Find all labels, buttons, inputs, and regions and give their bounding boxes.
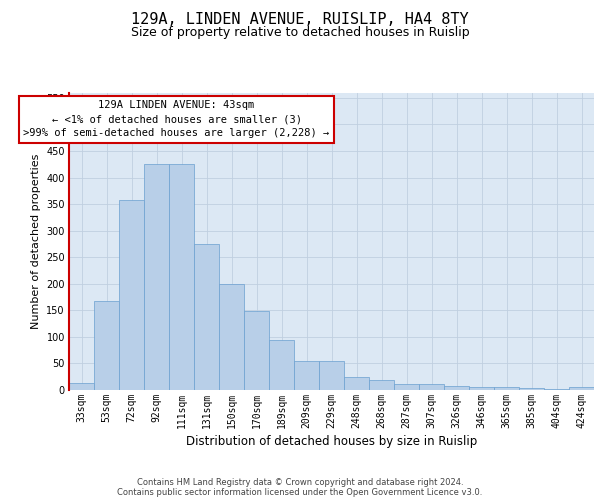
Bar (194, 244, 219, 390)
Bar (444, 386, 469, 390)
Bar (569, 388, 594, 390)
Bar (419, 384, 444, 390)
Text: 129A, LINDEN AVENUE, RUISLIP, HA4 8TY: 129A, LINDEN AVENUE, RUISLIP, HA4 8TY (131, 12, 469, 28)
Bar (144, 164, 169, 390)
Y-axis label: Number of detached properties: Number of detached properties (31, 154, 41, 329)
Bar (394, 384, 419, 390)
Bar (519, 388, 544, 390)
Bar (219, 284, 244, 390)
Bar (119, 200, 144, 390)
Bar (244, 312, 269, 390)
Bar (94, 300, 119, 390)
Bar (494, 388, 519, 390)
Bar (319, 361, 344, 390)
Text: 129A LINDEN AVENUE: 43sqm
← <1% of detached houses are smaller (3)
>99% of semi-: 129A LINDEN AVENUE: 43sqm ← <1% of detac… (23, 100, 329, 138)
Bar (169, 164, 194, 390)
Text: Contains HM Land Registry data © Crown copyright and database right 2024.
Contai: Contains HM Land Registry data © Crown c… (118, 478, 482, 497)
Bar (269, 340, 294, 390)
Bar (369, 380, 394, 390)
X-axis label: Distribution of detached houses by size in Ruislip: Distribution of detached houses by size … (186, 435, 477, 448)
Bar (544, 389, 569, 390)
Bar (469, 387, 494, 390)
Bar (69, 383, 94, 390)
Bar (294, 361, 319, 390)
Text: Size of property relative to detached houses in Ruislip: Size of property relative to detached ho… (131, 26, 469, 39)
Bar (344, 376, 369, 390)
